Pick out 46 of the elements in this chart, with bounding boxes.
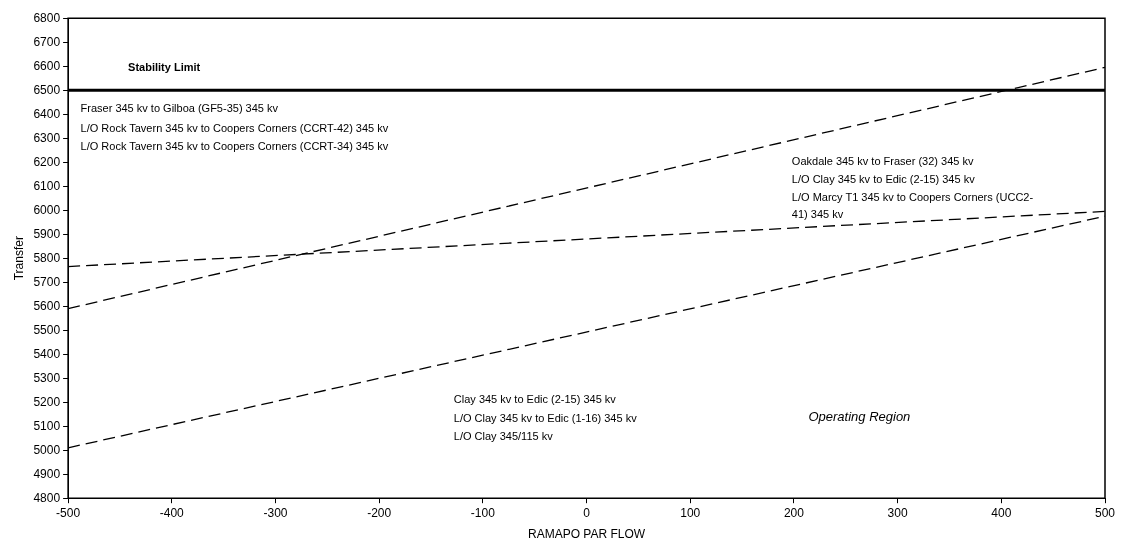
x-tick-label: 200 <box>783 505 805 520</box>
x-tick-label: 500 <box>1094 505 1116 520</box>
y-tick-label: 5000 <box>33 442 61 457</box>
y-tick-label: 6300 <box>33 130 61 145</box>
annotation: L/O Clay 345 kv to Edic (2-15) 345 kv <box>791 172 976 185</box>
annotation: L/O Rock Tavern 345 kv to Coopers Corners (CCRT-42) 345 kv <box>80 121 389 134</box>
x-tick-label: -400 <box>159 505 185 520</box>
y-tick-label: 4900 <box>33 466 61 481</box>
y-tick-label: 6700 <box>33 34 61 49</box>
annotation: L/O Marcy T1 345 kv to Coopers Corners (UCC2- <box>791 190 1034 203</box>
x-tick-label: -500 <box>56 505 81 520</box>
x-tick-label: 0 <box>583 505 591 520</box>
x-tick-label: -100 <box>470 505 496 520</box>
y-tick-label: 5500 <box>33 322 61 337</box>
annotation: 41) 345 kv <box>791 207 844 220</box>
ref-line-label: Stability Limit <box>128 60 201 73</box>
y-tick-label: 5900 <box>33 226 61 241</box>
annotation: Fraser 345 kv to Gilboa (GF5-35) 345 kv <box>80 102 279 115</box>
y-tick-label: 6000 <box>33 202 61 217</box>
y-tick-label: 5300 <box>33 370 61 385</box>
x-axis-title: RAMAPO PAR FLOW <box>527 527 646 542</box>
x-tick-label: 400 <box>991 505 1012 520</box>
y-tick-label: 6100 <box>33 178 61 193</box>
y-tick-label: 5800 <box>33 250 61 265</box>
annotation: L/O Clay 345/115 kv <box>453 429 554 442</box>
x-tick-label: 300 <box>887 505 908 520</box>
y-tick-label: 5600 <box>33 298 61 313</box>
y-tick-label: 6800 <box>33 10 61 25</box>
annotation: Oakdale 345 kv to Fraser (32) 345 kv <box>791 154 974 167</box>
y-tick-label: 5200 <box>33 394 61 409</box>
y-tick-label: 5700 <box>33 274 61 289</box>
annotation: Operating Region <box>808 409 911 425</box>
x-tick-label: -300 <box>263 505 288 520</box>
y-tick-label: 6400 <box>33 106 61 121</box>
y-tick-label: 4800 <box>33 490 61 505</box>
annotation: L/O Clay 345 kv to Edic (1-16) 345 kv <box>453 411 638 424</box>
y-tick-label: 5100 <box>33 418 61 433</box>
x-tick-label: -200 <box>367 505 392 520</box>
annotation: L/O Rock Tavern 345 kv to Coopers Corners (CCRT-34) 345 kv <box>80 139 389 152</box>
y-tick-label: 6500 <box>33 82 61 97</box>
y-tick-label: 6600 <box>33 58 61 73</box>
y-tick-label: 5400 <box>33 346 61 361</box>
y-tick-label: 6200 <box>33 154 61 169</box>
y-axis-title: Transfer <box>11 236 26 281</box>
x-tick-label: 100 <box>680 505 701 520</box>
annotation: Clay 345 kv to Edic (2-15) 345 kv <box>453 393 617 406</box>
